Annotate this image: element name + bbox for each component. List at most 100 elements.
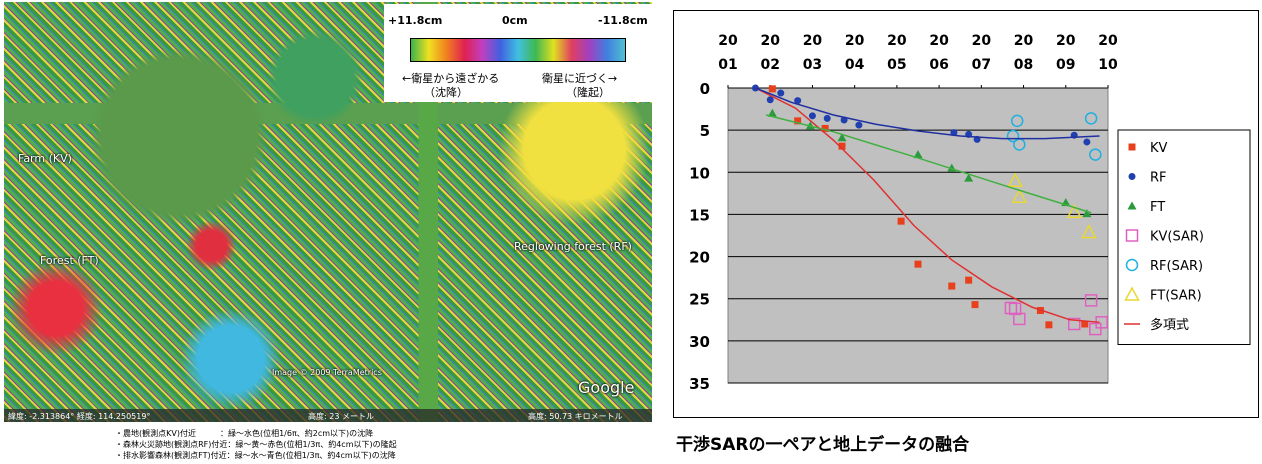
series <box>1006 112 1102 161</box>
y-tick-label: 5 <box>700 122 710 140</box>
legend-symbol <box>1128 143 1136 151</box>
status-elevation: 高度: 23 メートル <box>308 412 374 421</box>
legend-label: RF <box>1150 171 1167 186</box>
point <box>1004 301 1018 315</box>
point <box>777 89 785 97</box>
map-label: Reglowing forest (RF) <box>514 240 632 253</box>
y-tick-label: 20 <box>689 249 710 267</box>
point <box>1013 312 1026 326</box>
point <box>808 112 816 120</box>
y-tick-label: 0 <box>700 80 710 98</box>
point <box>1081 224 1097 239</box>
x-tick-label: 2003 <box>802 33 823 73</box>
insar-map: +11.8cm 0cm -11.8cm ←衛星から遠ざかる （沈降） 衛星に近づ… <box>4 2 652 422</box>
x-tick-label: 2008 <box>1013 33 1034 73</box>
x-tick-label: 2010 <box>1098 33 1118 73</box>
caption-line: ・排水影響森林(観測点FT)付近：緑〜水〜青色(位相1/3π、約4cm以下)の沈… <box>115 451 396 460</box>
legend-label: KV(SAR) <box>1150 230 1204 245</box>
legend-box <box>1117 129 1251 345</box>
x-tick-label: 2004 <box>844 33 865 73</box>
y-tick-label: 30 <box>689 333 710 351</box>
point <box>1066 203 1082 219</box>
legend-label: FT <box>1150 200 1165 215</box>
scale-away: ←衛星から遠ざかる <box>402 72 500 85</box>
point <box>823 114 831 122</box>
legend-symbol <box>1125 258 1139 272</box>
status-bar: 緯度: -2.313864° 経度: 114.250519° 高度: 23 メー… <box>4 409 652 422</box>
trend-line <box>765 114 1092 214</box>
point <box>794 117 802 125</box>
caption-line: ・農地(観測点KV)付近 ：緑〜水色(位相1/6π、約2cm以下)の沈降 <box>115 429 374 438</box>
point <box>855 121 863 129</box>
y-tick-label: 35 <box>689 375 710 393</box>
copyright: Image © 2009 TerraMetrics <box>272 368 382 377</box>
point <box>767 108 777 117</box>
color-scale: +11.8cm 0cm -11.8cm ←衛星から遠ざかる （沈降） 衛星に近づ… <box>384 4 652 102</box>
scale-toward-note: （隆起） <box>566 86 610 99</box>
point <box>837 133 847 142</box>
legend-label: KV <box>1150 141 1168 156</box>
y-tick-label: 15 <box>689 206 710 224</box>
trend-line <box>755 87 1100 324</box>
series <box>767 108 1092 218</box>
y-tick-label: 10 <box>689 164 710 182</box>
point <box>768 85 776 93</box>
x-tick-label: 2006 <box>929 33 949 73</box>
legend-label: FT(SAR) <box>1150 289 1202 304</box>
trend-line <box>755 87 1100 140</box>
legend-symbol <box>1124 286 1140 301</box>
x-tick-label: 2009 <box>1056 33 1076 73</box>
caption-line: ・森林火災跡地(観測点RF)付近：緑〜黄〜赤色(位相1/3π、約4cm以下)の隆… <box>115 440 397 449</box>
point <box>965 276 973 284</box>
point <box>1067 317 1081 331</box>
point <box>838 142 846 150</box>
legend-symbol <box>1127 201 1137 210</box>
point <box>1008 302 1022 316</box>
x-tick-label: 2001 <box>718 33 738 73</box>
color-bar <box>410 38 626 62</box>
point <box>1084 294 1098 307</box>
point <box>766 96 774 104</box>
series <box>1004 294 1108 336</box>
point <box>1007 172 1023 187</box>
scale-mid: 0cm <box>502 14 528 27</box>
point <box>1011 188 1028 203</box>
plot-area <box>727 87 1109 384</box>
x-tick-label: 2007 <box>971 33 992 73</box>
point <box>1089 148 1102 161</box>
point <box>794 97 802 105</box>
scale-toward: 衛星に近づく→ <box>542 72 618 85</box>
point <box>964 173 974 182</box>
legend-symbol <box>1128 173 1136 180</box>
x-tick-label: 2002 <box>760 33 780 73</box>
legend-label: 多項式 <box>1150 317 1189 333</box>
point <box>897 217 905 225</box>
map-label: Farm (KV) <box>18 152 72 165</box>
map-label: Forest (FT) <box>40 254 99 267</box>
point <box>1010 114 1024 128</box>
scale-max: +11.8cm <box>388 14 443 27</box>
point <box>1084 112 1098 125</box>
series <box>1007 172 1097 239</box>
point <box>948 282 956 290</box>
point <box>913 150 923 159</box>
point <box>821 124 829 132</box>
brand: Google <box>578 378 635 397</box>
legend-symbol <box>1125 229 1139 242</box>
status-position: 緯度: -2.313864° 経度: 114.250519° <box>8 412 151 421</box>
y-tick-label: 25 <box>689 291 710 309</box>
x-tick-label: 2005 <box>887 33 907 73</box>
point <box>914 260 922 268</box>
point <box>1089 322 1102 336</box>
point <box>1045 321 1053 329</box>
point <box>1081 320 1089 328</box>
scale-min: -11.8cm <box>598 14 648 27</box>
point <box>1082 209 1092 218</box>
point <box>971 301 979 309</box>
scale-away-note: （沈降） <box>424 86 468 99</box>
legend-label: RF(SAR) <box>1150 259 1203 274</box>
point <box>1006 129 1020 143</box>
chart-caption: 干渉SARの一ペアと地上データの融合 <box>676 435 970 455</box>
